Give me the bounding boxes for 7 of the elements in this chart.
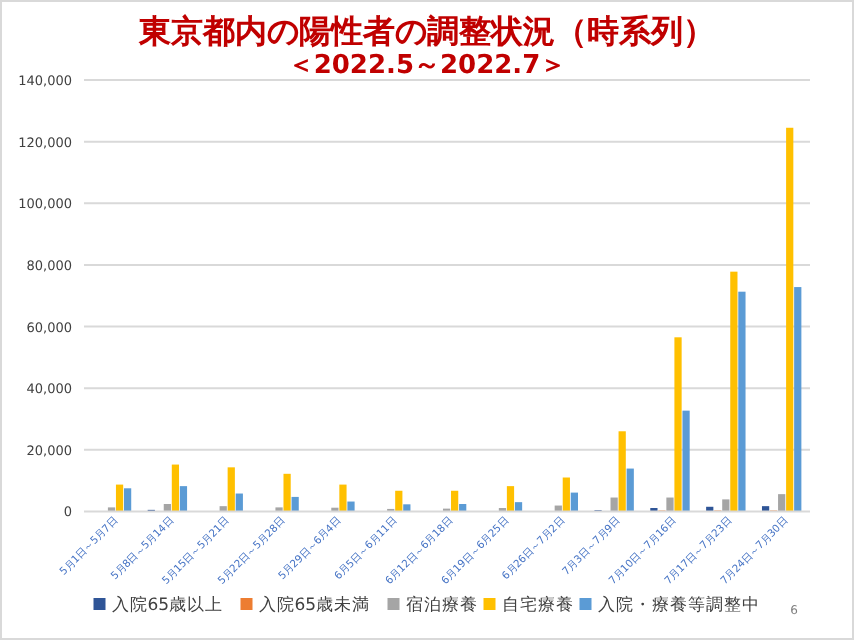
legend-label: 入院65歳以上 <box>111 594 224 616</box>
chart-subtitle: ＜2022.5～2022.7＞ <box>287 51 567 81</box>
legend-label: 宿泊療養 <box>405 594 478 616</box>
chart-title: 東京都内の陽性者の調整状況（時系列） <box>137 12 715 50</box>
legend-label: 入院65歳未満 <box>258 594 371 616</box>
legend-label: 自宅療養 <box>501 594 574 616</box>
legend-label: 入院・療養等調整中 <box>597 594 760 616</box>
